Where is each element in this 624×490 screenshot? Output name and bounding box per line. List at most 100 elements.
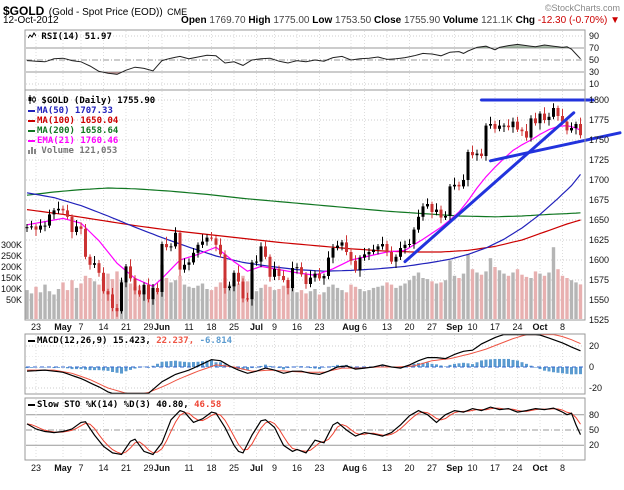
macd-histogram-bar <box>507 358 510 367</box>
candle-body <box>237 272 240 282</box>
volume-bar <box>551 247 556 319</box>
volume-bar <box>380 285 385 319</box>
volume-bars-icon <box>28 147 36 154</box>
candle-body <box>520 129 524 132</box>
macd-histogram-bar <box>444 366 447 367</box>
volume-bar <box>533 271 538 319</box>
x-axis-label-top: 11 <box>184 322 194 332</box>
macd-histogram-bar <box>489 359 492 367</box>
candle-body <box>246 298 249 300</box>
volume-bar <box>286 287 290 319</box>
ma200-legend-text: MA(200) 1658.64 <box>37 126 119 136</box>
price-legend-text: $GOLD (Daily) 1755.90 <box>41 96 156 106</box>
volume-bar <box>353 286 358 319</box>
x-axis-label-bottom: 7 <box>78 463 84 473</box>
sto-axis-label: 80 <box>589 409 600 420</box>
candle-body <box>66 210 69 217</box>
macd-histogram-bar <box>448 364 452 367</box>
candle-body <box>147 284 150 300</box>
volume-bar <box>448 260 452 319</box>
volume-bar <box>326 286 331 319</box>
candle-body <box>214 238 218 245</box>
x-axis-label-bottom: 10 <box>467 463 478 473</box>
x-axis-label-bottom: 29 <box>143 463 154 473</box>
x-axis-label-bottom: 24 <box>512 463 523 473</box>
quote-line: Open 1769.70 High 1775.00 Low 1753.50 Cl… <box>181 15 620 26</box>
x-axis-label-top: 10 <box>467 322 478 332</box>
volume-bar <box>164 278 169 319</box>
candle-body <box>489 124 492 126</box>
candle-body <box>507 125 510 128</box>
chg-label: Chg <box>515 15 536 26</box>
x-axis-label-bottom: 11 <box>184 463 194 473</box>
candle-body <box>453 184 456 187</box>
sto-swatch <box>28 403 35 406</box>
candle-body <box>223 254 227 288</box>
macd-histogram-bar <box>480 360 483 367</box>
macd-histogram-bar <box>255 367 258 368</box>
volume-bar <box>358 289 362 319</box>
macd-histogram-bar <box>120 367 123 374</box>
macd-histogram-bar <box>124 367 128 372</box>
volume-bar <box>70 280 74 319</box>
sto-d-line <box>26 407 581 455</box>
candle-body <box>570 128 573 131</box>
ma200-legend: MA(200) 1658.64 <box>28 126 155 136</box>
candle-body <box>322 276 326 279</box>
macd-histogram-bar <box>570 367 573 375</box>
macd-histogram-bar <box>453 363 456 367</box>
candle-body <box>291 268 294 288</box>
macd-histogram-bar <box>30 367 33 368</box>
macd-histogram-bar <box>88 367 92 371</box>
low-label: Low <box>312 15 333 26</box>
x-axis-label-top: 29 <box>143 322 154 332</box>
macd-histogram-bar <box>111 367 114 372</box>
candle-body <box>304 274 308 284</box>
candle-body <box>165 244 168 248</box>
rsi-axis-label: 10 <box>589 79 600 89</box>
candle-body <box>579 124 582 136</box>
macd-histogram-bar <box>84 367 87 370</box>
volume-bar <box>187 286 191 319</box>
rsi-line <box>26 43 581 75</box>
macd-histogram-bar <box>259 365 263 367</box>
volume-bar <box>146 287 151 319</box>
candle-body <box>412 229 416 244</box>
macd-histogram-bar <box>286 367 290 369</box>
chg-value: -12.30 (-0.70%) <box>537 15 608 26</box>
volume-bar <box>547 272 551 319</box>
x-axis-label-bottom: 25 <box>228 463 239 473</box>
price-axis-label: 1800 <box>589 95 610 105</box>
macd-histogram-bar <box>133 367 137 369</box>
volume-bar <box>403 283 407 319</box>
volume-bar <box>128 283 133 319</box>
macd-histogram-bar <box>277 367 281 369</box>
volume-bar <box>335 287 340 319</box>
macd-histogram-bar <box>354 367 357 369</box>
ma100-legend-text: MA(100) 1650.04 <box>37 116 119 126</box>
candle-body <box>457 184 461 187</box>
macd-histogram-bar <box>151 365 155 367</box>
open-label: Open <box>181 15 207 26</box>
candle-body <box>286 280 290 288</box>
candle-body <box>142 284 146 295</box>
macd-histogram-bar <box>498 358 501 367</box>
candle-body <box>556 108 560 116</box>
macd-histogram-bar <box>241 367 245 370</box>
candle-body <box>309 277 312 284</box>
volume-bar <box>173 280 178 319</box>
volume-bar <box>97 284 101 319</box>
volume-bar <box>65 290 70 319</box>
candle-body <box>421 206 425 217</box>
x-axis-label-top: 6 <box>361 322 367 332</box>
x-axis-label-top: 23 <box>314 322 325 332</box>
volume-bar <box>227 284 232 319</box>
x-axis-label-bottom: Jul <box>249 463 263 473</box>
macd-histogram-bar <box>264 364 267 367</box>
volume-bar <box>196 285 200 319</box>
macd-histogram-bar <box>75 367 78 370</box>
x-axis-label-bottom: Sep <box>446 463 463 473</box>
volume-bar <box>254 291 259 319</box>
high-label: High <box>248 15 271 26</box>
chg-down-triangle-icon: ▼ <box>610 15 620 26</box>
